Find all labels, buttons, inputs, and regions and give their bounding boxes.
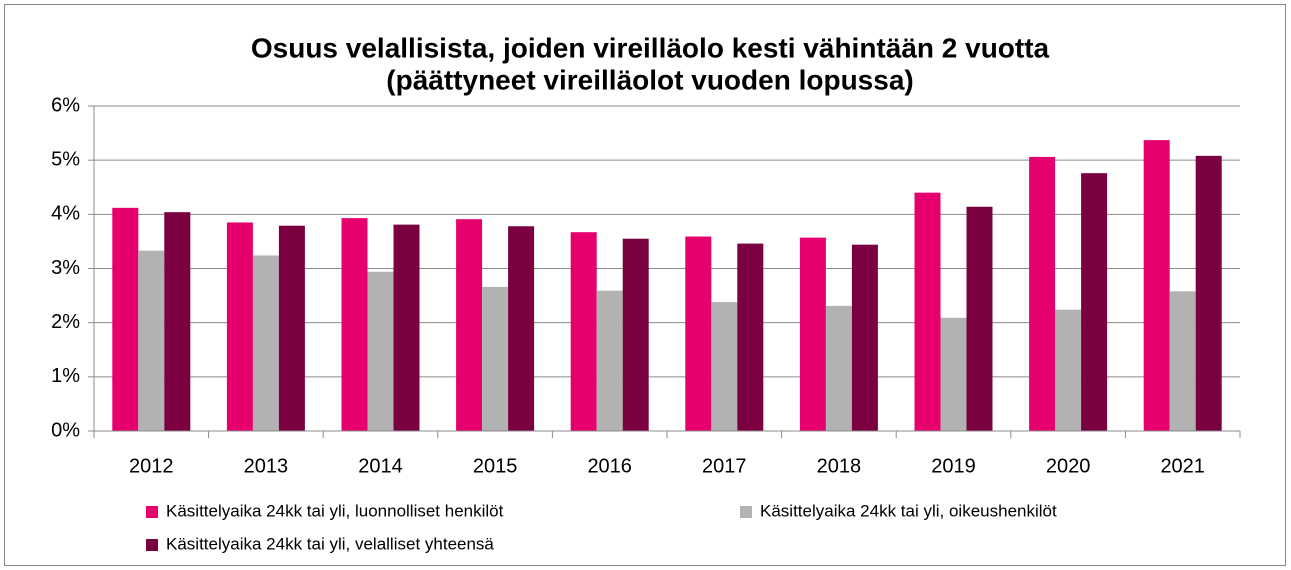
bar (622, 238, 649, 431)
bar (799, 237, 826, 431)
y-tick-label: 3% (51, 257, 80, 279)
bar (825, 305, 852, 431)
bar (914, 192, 941, 431)
bar (1169, 291, 1196, 431)
bar (1195, 155, 1222, 432)
bar (596, 290, 623, 431)
x-tick-label: 2015 (473, 455, 518, 477)
legend-label: Käsittelyaika 24kk tai yli, oikeushenkil… (760, 501, 1057, 520)
x-tick-label: 2017 (702, 455, 747, 477)
y-tick-label: 0% (51, 419, 80, 441)
bar (482, 286, 509, 431)
bar (570, 232, 597, 431)
y-tick-label: 5% (51, 148, 80, 170)
x-tick-label: 2013 (244, 455, 289, 477)
bar (1081, 173, 1108, 431)
bar (508, 226, 535, 431)
bar (278, 225, 305, 431)
bar (851, 244, 878, 431)
bar (393, 224, 420, 431)
legend-swatch (146, 506, 158, 518)
x-tick-label: 2016 (587, 455, 632, 477)
legend-swatch (740, 506, 752, 518)
bar (1143, 140, 1170, 431)
x-tick-label: 2019 (931, 455, 976, 477)
bar (252, 255, 279, 431)
x-tick-label: 2014 (358, 455, 403, 477)
bar (456, 219, 483, 431)
bar (737, 243, 764, 431)
bar (138, 250, 165, 431)
legend-label: Käsittelyaika 24kk tai yli, luonnolliset… (166, 501, 504, 520)
bar (966, 206, 993, 431)
y-tick-label: 6% (51, 94, 80, 116)
bar (1055, 309, 1082, 431)
chart-title: Osuus velallisista, joiden vireilläolo k… (251, 32, 1050, 63)
y-tick-label: 4% (51, 203, 80, 225)
bar (711, 302, 738, 431)
x-tick-label: 2021 (1160, 455, 1205, 477)
bar (1029, 156, 1056, 431)
bar (164, 212, 191, 431)
x-tick-label: 2018 (817, 455, 862, 477)
chart-subtitle: (päättyneet vireilläolot vuoden lopussa) (386, 64, 913, 95)
legend-label: Käsittelyaika 24kk tai yli, velalliset y… (166, 534, 494, 553)
x-tick-label: 2012 (129, 455, 174, 477)
y-tick-label: 1% (51, 365, 80, 387)
legend-swatch (146, 539, 158, 551)
bar (367, 271, 394, 431)
y-tick-label: 2% (51, 311, 80, 333)
bar (112, 207, 139, 431)
bar (341, 218, 368, 431)
x-tick-label: 2020 (1046, 455, 1091, 477)
bar (940, 317, 967, 431)
bar (226, 222, 253, 431)
bar (685, 236, 712, 431)
